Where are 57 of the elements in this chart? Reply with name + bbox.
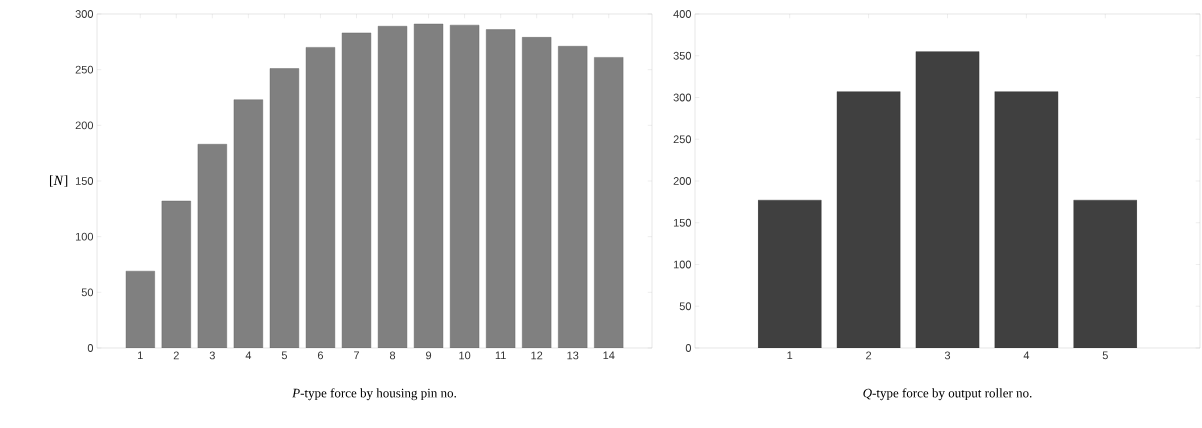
y-tick-label: 50 [679,302,692,311]
bar [486,29,516,348]
x-tick-label: 13 [567,351,579,360]
x-tick-label: 1 [787,351,793,360]
y-tick-label: 300 [673,93,692,102]
x-axis-title: P-type force by housing pin no. [292,388,456,401]
bar [161,201,191,348]
y-tick-label: 100 [673,260,692,269]
x-tick-label: 11 [495,351,506,360]
bar [757,199,822,348]
x-tick-label: 4 [1023,351,1030,360]
y-tick-label: 0 [87,344,94,352]
bar [306,47,335,348]
bar [342,32,371,348]
x-tick-label: 10 [459,351,471,360]
bar [836,91,901,348]
y-tick-label: 100 [75,232,94,241]
x-tick-label: 8 [389,351,396,360]
bar [378,26,407,348]
x-tick-label: 14 [603,351,615,360]
bar [197,144,227,348]
y-tick-label: 400 [673,10,692,18]
x-axis-title: Q-type force by output roller no. [863,388,1032,401]
bar [915,51,980,348]
bar [414,24,443,348]
y-tick-label: 200 [75,121,94,130]
y-tick-label: 250 [673,135,692,144]
bar [594,57,624,348]
x-tick-label: 2 [866,351,872,360]
y-tick-label: 50 [81,288,94,297]
x-tick-label: 4 [245,351,252,360]
x-tick-label: 7 [354,351,359,360]
bar [558,46,588,348]
x-tick-label: 3 [944,351,951,360]
x-tick-label: 1 [138,351,143,360]
x-tick-label: 12 [531,351,543,360]
bar [1073,199,1138,348]
y-tick-label: 300 [75,10,94,18]
bar [233,99,263,348]
y-tick-label: 150 [75,177,94,185]
bar [522,37,552,348]
y-tick-label: 250 [75,65,94,74]
y-tick-label: 0 [685,344,692,352]
x-tick-label: 3 [209,351,215,360]
bar [270,68,299,348]
x-tick-label: 5 [281,351,287,360]
x-tick-label: 5 [1102,351,1108,360]
x-tick-label: 2 [173,351,179,360]
y-tick-label: 150 [673,218,692,227]
bar [450,25,480,348]
y-axis-title: [N] [49,175,68,187]
bar [994,91,1059,348]
x-tick-label: 9 [426,351,432,360]
bar [125,271,155,348]
x-tick-label: 6 [317,351,324,360]
y-tick-label: 200 [673,177,692,185]
y-tick-label: 350 [673,51,692,60]
